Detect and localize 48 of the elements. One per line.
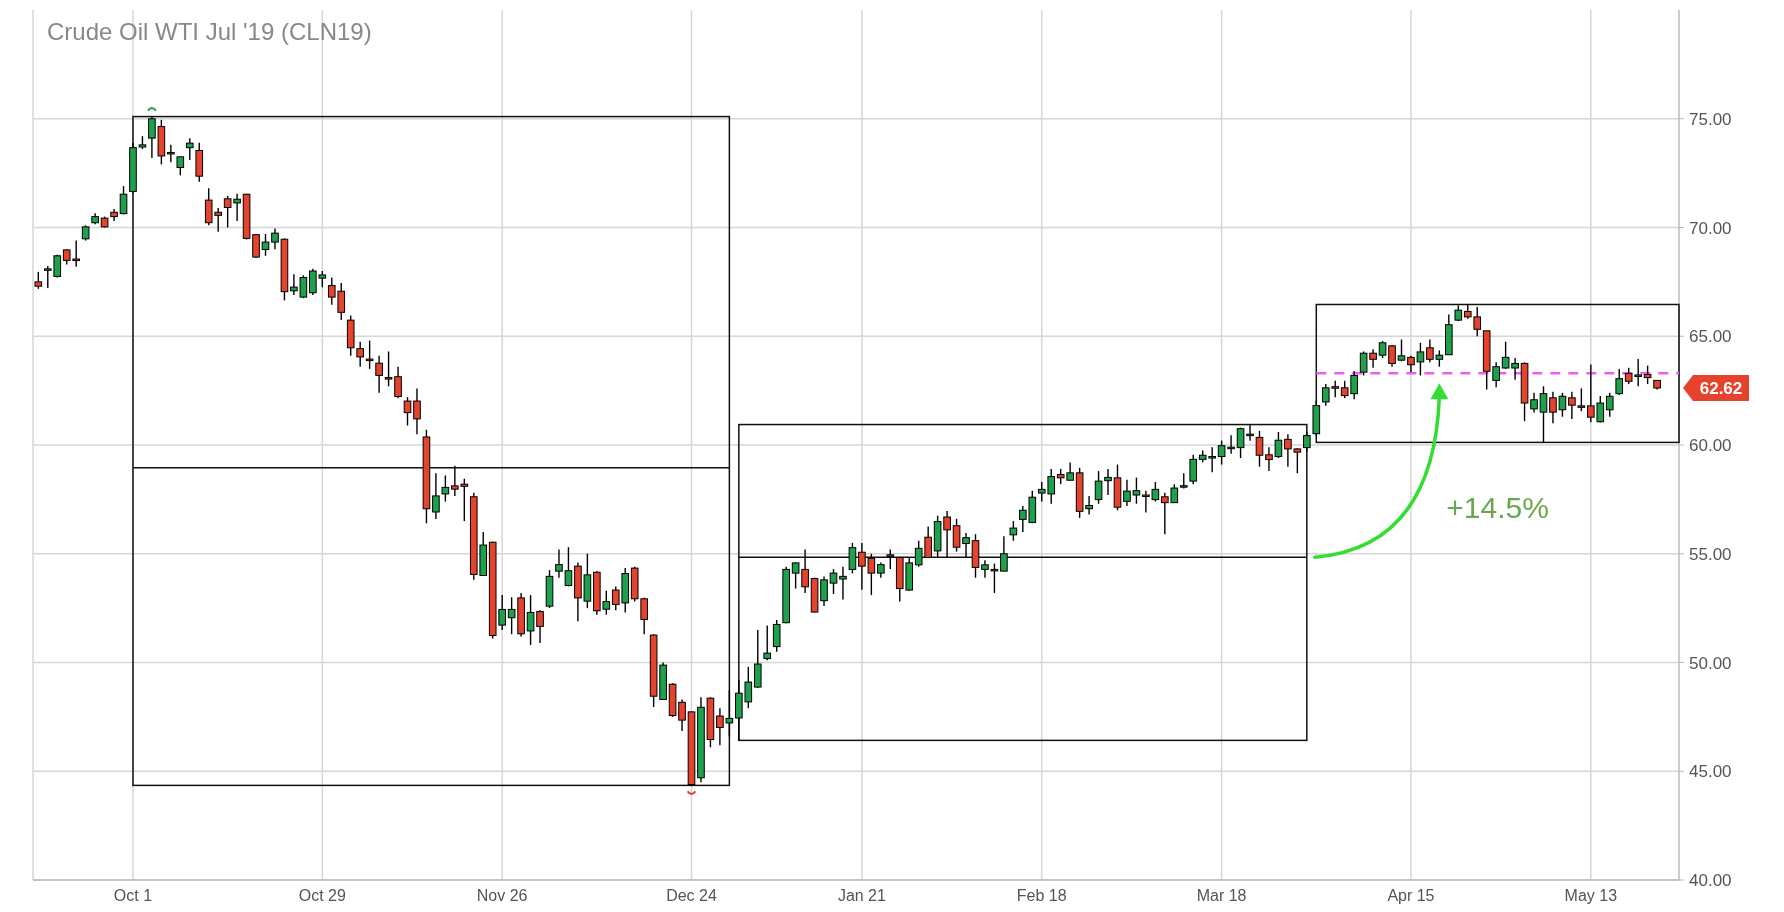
candlestick — [413, 387, 421, 435]
candlestick — [176, 156, 185, 176]
candlestick — [1539, 385, 1548, 444]
y-tick-label: 60.00 — [1689, 436, 1732, 455]
x-tick-label: Nov 26 — [476, 887, 528, 904]
text: 62.62 — [1699, 379, 1743, 399]
candlestick — [1643, 364, 1652, 385]
candlestick — [839, 566, 847, 601]
y-tick-label: 50.00 — [1689, 653, 1732, 673]
y-tick-label: 55.00 — [1689, 544, 1732, 564]
y-tick-label: 40.00 — [1689, 871, 1732, 890]
annotation: +14.5% — [1446, 490, 1549, 524]
y-tick-label: 45.00 — [1689, 762, 1732, 782]
candlestick — [1189, 454, 1198, 485]
x-tick-label: Oct 1 — [113, 887, 153, 904]
candlestick — [763, 624, 772, 662]
candlestick — [848, 542, 857, 575]
chart-title: Crude Oil WTI Jul '19 (CLN19) — [47, 18, 372, 45]
y-tick-label: 65.00 — [1689, 327, 1732, 347]
candlestick — [365, 339, 374, 370]
candlestick — [1615, 368, 1624, 396]
x-tick-label: Dec 24 — [666, 887, 717, 904]
candlestick — [403, 396, 412, 427]
candlestick — [356, 340, 364, 368]
candlestick — [261, 233, 270, 257]
candlestick — [772, 619, 781, 653]
candlestick — [441, 474, 450, 503]
candlestick — [167, 144, 175, 163]
x-tick-label: Feb 18 — [1016, 887, 1067, 904]
y-tick-label: 70.00 — [1689, 218, 1732, 238]
y-tick-label: 75.00 — [1689, 109, 1732, 129]
candlestick — [1605, 392, 1614, 418]
candlestick — [119, 185, 128, 216]
x-tick-label: Mar 18 — [1196, 887, 1247, 904]
x-tick-label: May 13 — [1564, 887, 1618, 904]
x-tick-label: Apr 15 — [1387, 887, 1435, 904]
candlestick — [1000, 535, 1008, 572]
candlestick — [432, 472, 440, 520]
candlestick — [753, 629, 762, 689]
candlestick — [886, 548, 895, 570]
candlestick — [1303, 431, 1311, 453]
candlestick — [375, 355, 383, 394]
candlestick — [1255, 430, 1264, 468]
x-tick-label: Jan 21 — [837, 887, 887, 904]
candlestick — [829, 568, 838, 595]
candlestick — [185, 137, 194, 161]
x-tick-label: Oct 29 — [298, 887, 346, 904]
candlestick — [1009, 520, 1018, 542]
